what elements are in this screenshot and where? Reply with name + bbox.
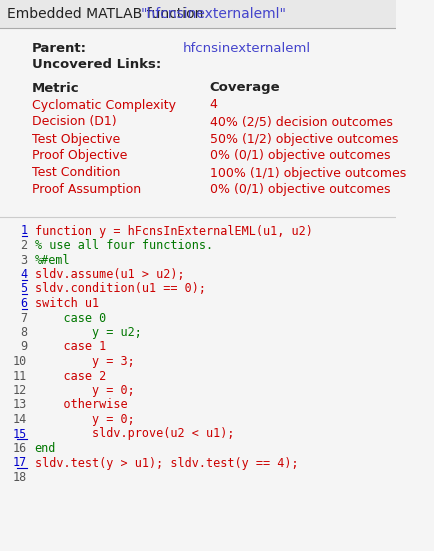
- Text: 1: 1: [20, 224, 27, 237]
- Text: 11: 11: [13, 370, 27, 382]
- Text: Decision (D1): Decision (D1): [32, 116, 117, 128]
- Text: y = 0;: y = 0;: [35, 413, 135, 426]
- Text: 6: 6: [20, 297, 27, 310]
- Text: 10: 10: [13, 355, 27, 368]
- Text: 7: 7: [20, 311, 27, 325]
- Text: Metric: Metric: [32, 82, 79, 95]
- Text: 13: 13: [13, 398, 27, 412]
- Text: function y = hFcnsInExternalEML(u1, u2): function y = hFcnsInExternalEML(u1, u2): [35, 224, 312, 237]
- Text: Test Condition: Test Condition: [32, 166, 120, 180]
- Text: 9: 9: [20, 341, 27, 354]
- Text: 2: 2: [20, 239, 27, 252]
- Text: case 2: case 2: [35, 370, 106, 382]
- Text: 3: 3: [20, 253, 27, 267]
- Text: switch u1: switch u1: [35, 297, 99, 310]
- Text: 4: 4: [210, 99, 218, 111]
- Text: sldv.test(y > u1); sldv.test(y == 4);: sldv.test(y > u1); sldv.test(y == 4);: [35, 456, 298, 469]
- Text: Proof Objective: Proof Objective: [32, 149, 127, 163]
- Text: 100% (1/1) objective outcomes: 100% (1/1) objective outcomes: [210, 166, 406, 180]
- Text: 50% (1/2) objective outcomes: 50% (1/2) objective outcomes: [210, 132, 398, 145]
- Text: sldv.prove(u2 < u1);: sldv.prove(u2 < u1);: [35, 428, 234, 440]
- Text: Embedded MATLAB function: Embedded MATLAB function: [7, 7, 208, 21]
- Text: Cyclomatic Complexity: Cyclomatic Complexity: [32, 99, 176, 111]
- Text: 0% (0/1) objective outcomes: 0% (0/1) objective outcomes: [210, 149, 390, 163]
- Text: Coverage: Coverage: [210, 82, 280, 95]
- Text: otherwise: otherwise: [35, 398, 127, 412]
- Text: end: end: [35, 442, 56, 455]
- Text: Parent:: Parent:: [32, 41, 87, 55]
- Text: y = 3;: y = 3;: [35, 355, 135, 368]
- Text: Proof Assumption: Proof Assumption: [32, 183, 141, 197]
- Text: case 1: case 1: [35, 341, 106, 354]
- Text: 14: 14: [13, 413, 27, 426]
- Text: 40% (2/5) decision outcomes: 40% (2/5) decision outcomes: [210, 116, 393, 128]
- Text: Test Objective: Test Objective: [32, 132, 120, 145]
- Text: % use all four functions.: % use all four functions.: [35, 239, 213, 252]
- FancyBboxPatch shape: [0, 0, 396, 28]
- Text: %#eml: %#eml: [35, 253, 70, 267]
- Text: 16: 16: [13, 442, 27, 455]
- Text: case 0: case 0: [35, 311, 106, 325]
- Text: 5: 5: [20, 283, 27, 295]
- Text: 18: 18: [13, 471, 27, 484]
- Text: 4: 4: [20, 268, 27, 281]
- Text: y = 0;: y = 0;: [35, 384, 135, 397]
- Text: hfcnsinexternaleml: hfcnsinexternaleml: [182, 41, 311, 55]
- Text: sldv.condition(u1 == 0);: sldv.condition(u1 == 0);: [35, 283, 206, 295]
- Text: 17: 17: [13, 456, 27, 469]
- Text: sldv.assume(u1 > u2);: sldv.assume(u1 > u2);: [35, 268, 184, 281]
- Text: 0% (0/1) objective outcomes: 0% (0/1) objective outcomes: [210, 183, 390, 197]
- Text: Uncovered Links:: Uncovered Links:: [32, 58, 161, 72]
- Text: 8: 8: [20, 326, 27, 339]
- Text: y = u2;: y = u2;: [35, 326, 141, 339]
- Text: "hfcnsinexternaleml": "hfcnsinexternaleml": [141, 7, 287, 21]
- Text: 12: 12: [13, 384, 27, 397]
- Text: 15: 15: [13, 428, 27, 440]
